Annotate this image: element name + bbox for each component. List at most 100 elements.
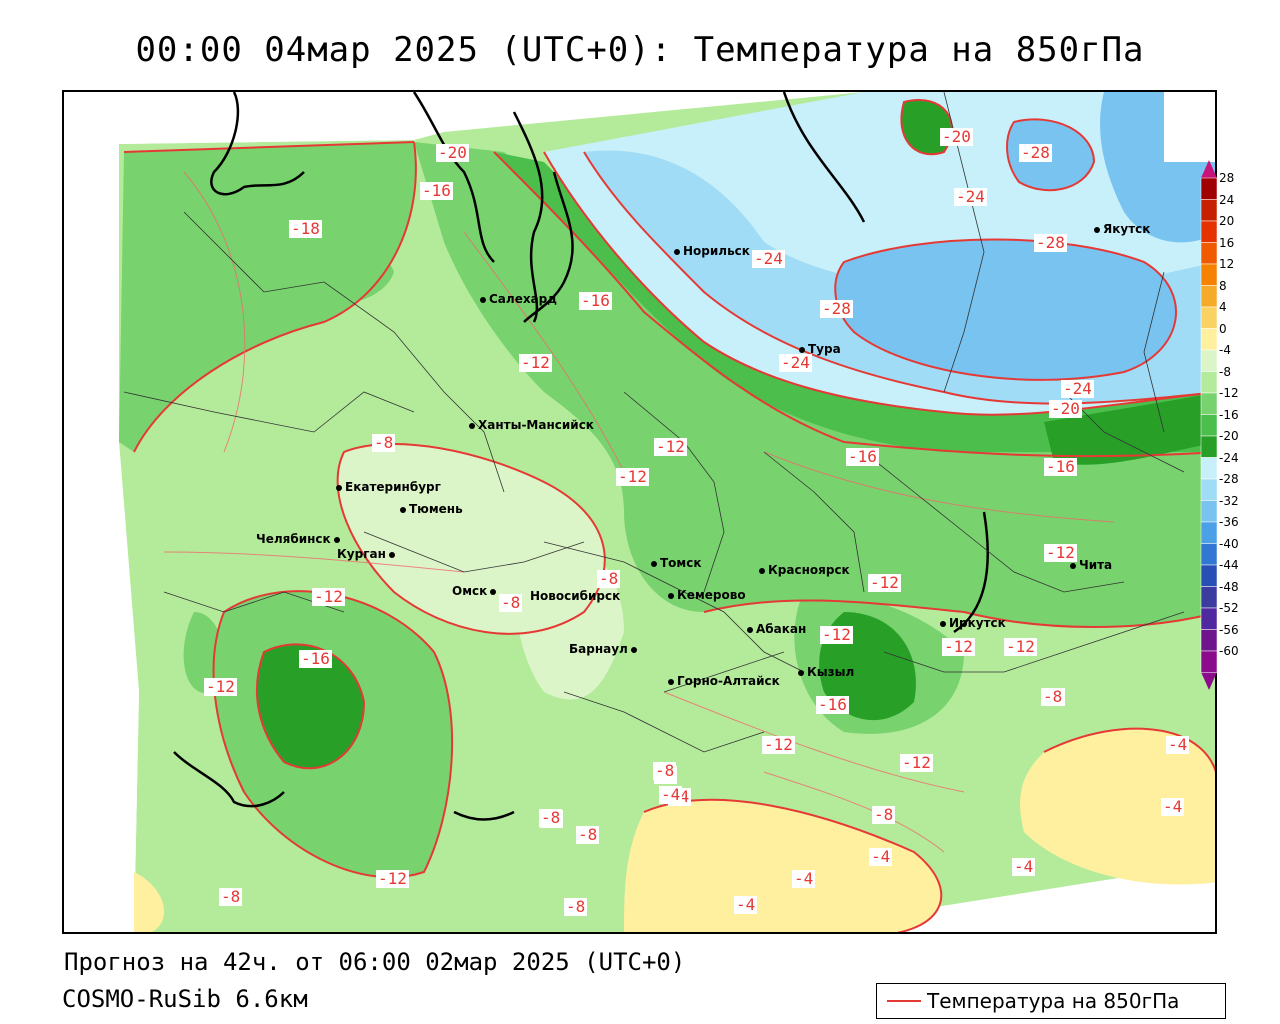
city-label: Курган <box>337 547 398 561</box>
isoline-label: -8 <box>219 887 243 906</box>
colorbar-cell <box>1200 177 1218 200</box>
colorbar-tick-label: -44 <box>1219 558 1239 572</box>
isoline-label: -8 <box>539 808 563 827</box>
colorbar-cell <box>1200 500 1218 523</box>
isoline-label: -12 <box>519 353 552 372</box>
colorbar-cell <box>1200 607 1218 630</box>
colorbar-cell <box>1200 392 1218 415</box>
legend-line-swatch <box>887 1000 921 1002</box>
colorbar-cell <box>1200 349 1218 372</box>
city-label: Чита <box>1070 558 1112 572</box>
isoline-label: -16 <box>579 291 612 310</box>
colorbar-cell <box>1200 328 1218 351</box>
city-label: Абакан <box>747 622 806 636</box>
colorbar-tick-label: -48 <box>1219 579 1239 594</box>
isoline-label: -16 <box>1044 457 1077 476</box>
isoline-label: -8 <box>597 569 621 588</box>
colorbar-tick-label: -56 <box>1219 622 1239 637</box>
colorbar-cell <box>1200 435 1218 458</box>
colorbar-cell <box>1200 263 1218 286</box>
isoline-label: -16 <box>846 447 879 466</box>
colorbar-tick-label: 20 <box>1219 214 1235 228</box>
isoline-label: -20 <box>1049 399 1082 418</box>
isoline-label: -16 <box>816 695 849 714</box>
city-label: Челябинск <box>256 532 343 546</box>
isoline-label: -12 <box>204 677 237 696</box>
city-label: Красноярск <box>759 563 850 577</box>
isoline-label: -8 <box>576 825 600 844</box>
colorbar-cell <box>1200 414 1218 437</box>
isoline-label: -12 <box>616 467 649 486</box>
map-title: 00:00 04мар 2025 (UTC+0): Температура на… <box>135 30 1145 70</box>
city-label: Тура <box>799 342 841 356</box>
isoline-label: -12 <box>900 753 933 772</box>
colorbar-cell <box>1200 220 1218 243</box>
city-label: Иркутск <box>940 616 1006 630</box>
isoline-label: -12 <box>762 735 795 754</box>
colorbar-tick-label: 24 <box>1219 192 1235 207</box>
isoline-label: -4 <box>1161 797 1185 816</box>
city-label: Барнаул <box>569 642 640 656</box>
colorbar-cell <box>1200 285 1218 308</box>
isoline-label: -4 <box>869 847 893 866</box>
city-label: Омск <box>452 584 499 598</box>
colorbar-tick-label: 28 <box>1219 171 1235 185</box>
colorbar-tick-label: -36 <box>1219 515 1239 529</box>
map-area[interactable]: Якутск Норильск Салехард Тура Ханты-Манс… <box>62 90 1217 934</box>
colorbar-tick-label: 12 <box>1219 257 1235 271</box>
colorbar-tick-label: -60 <box>1219 644 1239 658</box>
city-label: Кемерово <box>668 588 746 602</box>
colorbar-tick-label: 4 <box>1219 300 1227 314</box>
temperature-field <box>64 92 1215 932</box>
colorbar-tick-label: 0 <box>1219 321 1227 336</box>
isoline-label: -20 <box>436 143 469 162</box>
colorbar-tick-label: 16 <box>1219 235 1235 250</box>
isoline-label: -12 <box>376 869 409 888</box>
isoline-label: -28 <box>1019 143 1052 162</box>
colorbar-cell <box>1200 242 1218 265</box>
isoline-label: -4 <box>1166 735 1190 754</box>
isoline-label: -12 <box>1004 637 1037 656</box>
legend-label: Температура на 850гПа <box>927 989 1180 1013</box>
isoline-label: -16 <box>299 649 332 668</box>
isoline-label: -12 <box>654 437 687 456</box>
isoline-label: -18 <box>289 219 322 238</box>
colorbar-tick-label: -28 <box>1219 472 1239 486</box>
isoline-label: -8 <box>1041 687 1065 706</box>
city-label: Томск <box>651 556 702 570</box>
colorbar-tick-label: -4 <box>1219 343 1231 357</box>
colorbar-tick-label: -24 <box>1219 450 1239 465</box>
isoline-label: -28 <box>820 299 853 318</box>
legend: Температура на 850гПа <box>876 983 1226 1019</box>
isoline-label: -12 <box>820 625 853 644</box>
colorbar-cell <box>1200 543 1218 566</box>
isoline-label: -4 <box>734 895 758 914</box>
colorbar-cell <box>1200 457 1218 480</box>
colorbar-tick-label: -40 <box>1219 536 1239 551</box>
isoline-label: -8 <box>372 433 396 452</box>
colorbar-cell <box>1200 629 1218 652</box>
isoline-label: -20 <box>940 127 973 146</box>
forecast-info: Прогноз на 42ч. от 06:00 02мар 2025 (UTC… <box>64 948 686 976</box>
isoline-label: -12 <box>868 573 901 592</box>
isoline-label: -8 <box>499 593 523 612</box>
colorbar-cell <box>1200 650 1218 673</box>
city-label: Горно-Алтайск <box>668 674 780 688</box>
city-label: Ханты-Мансийск <box>469 418 594 432</box>
isoline-label: -8 <box>653 761 677 780</box>
model-name: COSMO-RuSib 6.6км <box>62 985 308 1013</box>
isoline-label: -12 <box>942 637 975 656</box>
colorbar-tick-label: -32 <box>1219 493 1239 508</box>
colorbar-cell <box>1200 586 1218 609</box>
city-label: Салехард <box>480 292 557 306</box>
isoline-label: -8 <box>872 805 896 824</box>
city-label: Кызыл <box>798 665 854 679</box>
colorbar-cell <box>1200 199 1218 222</box>
isoline-label: -8 <box>564 897 588 916</box>
city-label: Екатеринбург <box>336 480 441 494</box>
isoline-label: -12 <box>312 587 345 606</box>
colorbar-tick-label: -12 <box>1219 386 1239 400</box>
isoline-label: -4 <box>659 785 683 804</box>
isoline-label: -24 <box>1061 379 1094 398</box>
colorbar-cell <box>1200 564 1218 587</box>
